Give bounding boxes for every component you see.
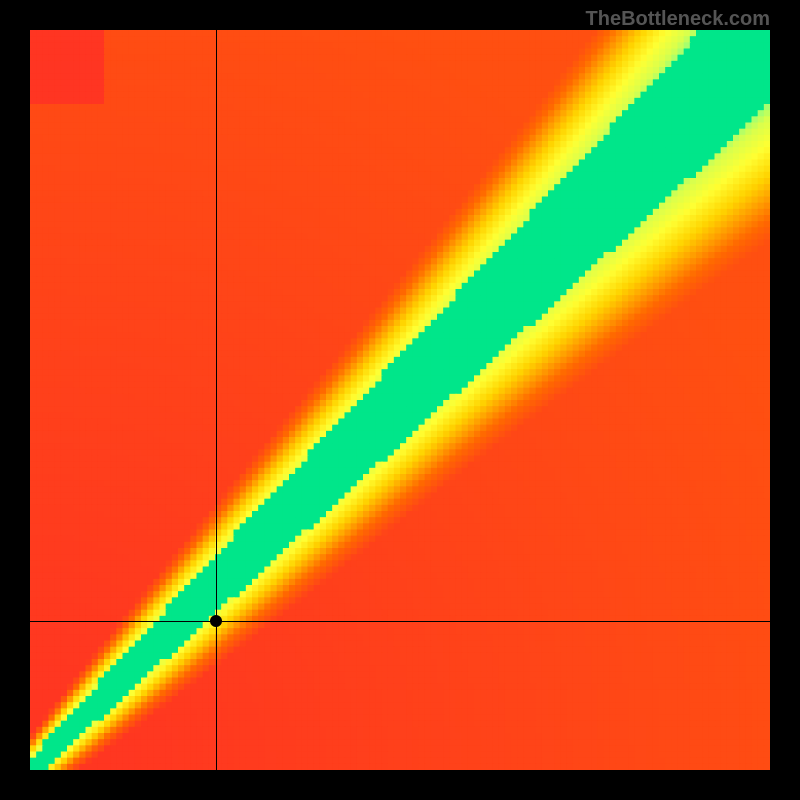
heatmap-canvas xyxy=(30,30,770,770)
plot-area xyxy=(30,30,770,770)
crosshair-vertical xyxy=(216,30,217,770)
chart-container: TheBottleneck.com xyxy=(0,0,800,800)
crosshair-horizontal xyxy=(30,621,770,622)
watermark-text: TheBottleneck.com xyxy=(586,8,770,31)
crosshair-marker xyxy=(210,615,222,627)
